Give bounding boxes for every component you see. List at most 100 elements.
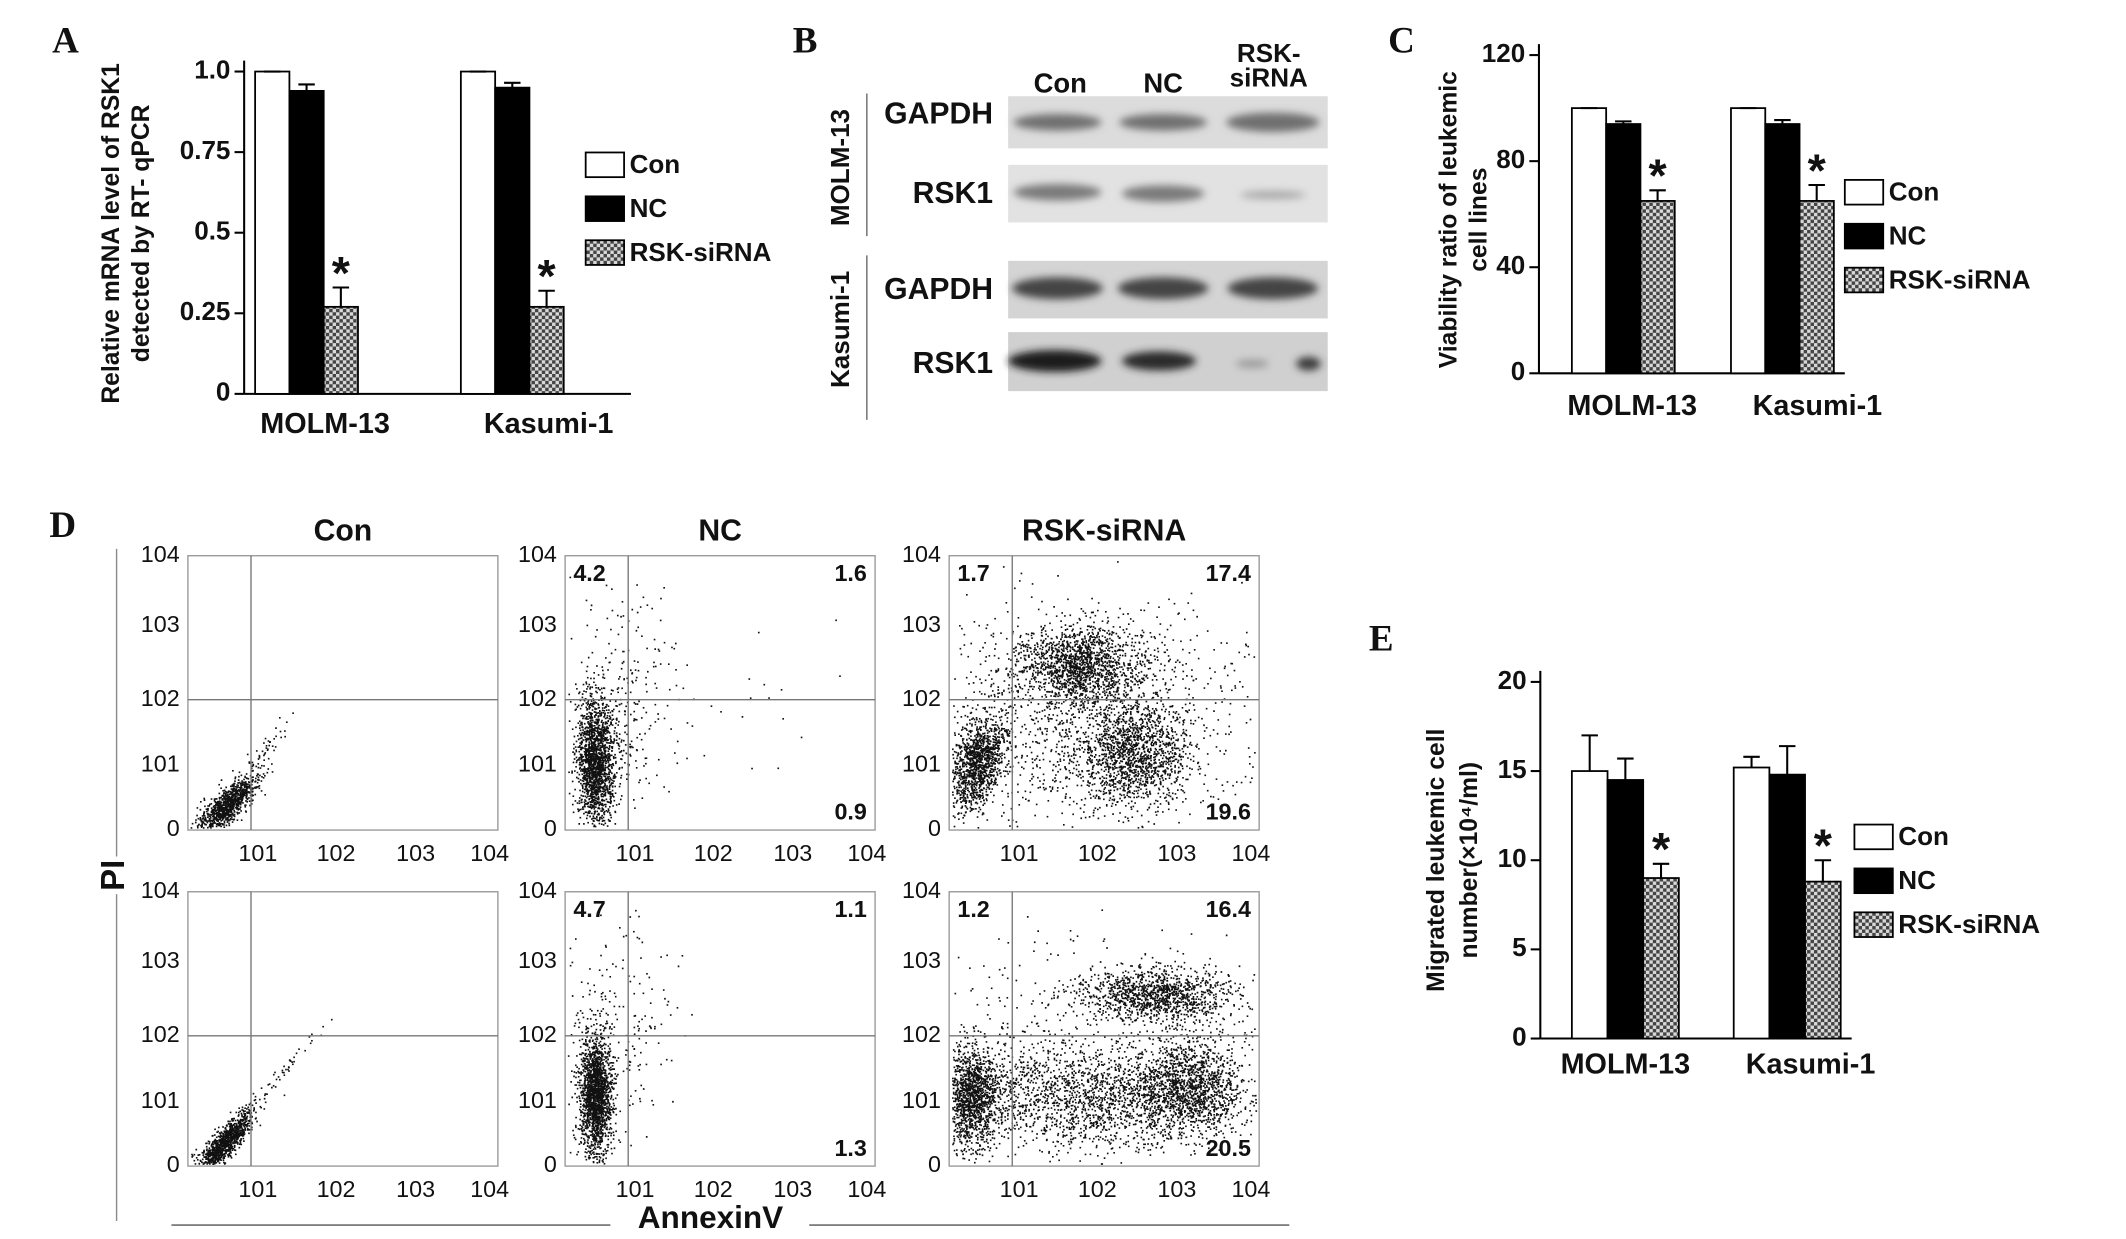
bar bbox=[459, 70, 497, 395]
legend-label: Con bbox=[630, 149, 681, 179]
y-tick-label: 0.25 bbox=[180, 296, 231, 326]
cell-line-label: MOLM-13 bbox=[825, 109, 855, 226]
error-bar bbox=[1814, 859, 1832, 882]
protein-label: GAPDH bbox=[884, 273, 993, 306]
x-tick-label: 101 bbox=[238, 1176, 277, 1202]
bar bbox=[1639, 200, 1676, 375]
lane-label: siRNA bbox=[1230, 63, 1308, 93]
protein-label: RSK1 bbox=[913, 177, 993, 210]
lane-label: Con bbox=[1034, 68, 1087, 99]
y-tick-label: 103 bbox=[902, 611, 941, 637]
plot-frame bbox=[187, 891, 499, 1167]
x-tick-label: Kasumi-1 bbox=[1746, 1049, 1876, 1081]
significance-mark: * bbox=[538, 250, 557, 302]
significance-mark: * bbox=[1649, 150, 1668, 202]
x-tick-label: 101 bbox=[616, 1176, 655, 1202]
y-tick-label: 0 bbox=[544, 1151, 557, 1177]
legend-swatch bbox=[1843, 266, 1885, 294]
x-tick-label: 104 bbox=[1231, 840, 1270, 866]
quadrant-percent: 0.9 bbox=[834, 799, 866, 825]
legend-label: NC bbox=[1898, 865, 1936, 895]
x-tick-label: 103 bbox=[773, 1176, 812, 1202]
x-tick-label: 101 bbox=[238, 840, 277, 866]
y-tick-label: 15 bbox=[1498, 754, 1527, 784]
error-bar bbox=[1649, 189, 1666, 201]
y-tick-label: 103 bbox=[141, 611, 180, 637]
y-axis-label: detected by RT- qPCR bbox=[128, 104, 155, 362]
legend-label: RSK-siRNA bbox=[1898, 909, 2040, 939]
y-tick-label: 0 bbox=[928, 1151, 941, 1177]
x-axis-label: AnnexinV bbox=[638, 1199, 783, 1235]
error-bar bbox=[1743, 755, 1760, 768]
y-axis-label: Viability ratio of leukemic bbox=[1435, 71, 1462, 368]
x-tick-label: 102 bbox=[694, 1176, 733, 1202]
scatter-plot: 0 101 102 103 104 101 102 103 104 bbox=[141, 541, 509, 866]
x-tick-label: 103 bbox=[773, 840, 812, 866]
y-tick-label: 5 bbox=[1512, 932, 1527, 962]
y-tick-label: 104 bbox=[141, 877, 180, 903]
quadrant-percent: 17.4 bbox=[1206, 560, 1251, 586]
western-blot: Con NC RSK- siRNA MOLM-13 Kasumi-1 GAPDH… bbox=[825, 38, 1328, 420]
x-tick-label: 102 bbox=[1078, 1176, 1117, 1202]
error-bar bbox=[1615, 120, 1632, 125]
significance-mark: * bbox=[1652, 823, 1671, 875]
y-tick-label: 120 bbox=[1482, 38, 1525, 68]
y-tick-label: 103 bbox=[518, 947, 557, 973]
error-bar bbox=[1652, 862, 1670, 879]
plot-title: Con bbox=[314, 514, 373, 547]
y-tick-label: 0.75 bbox=[180, 135, 231, 165]
y-tick-label: 10 bbox=[1498, 843, 1527, 873]
legend-label: Con bbox=[1898, 821, 1949, 851]
y-axis-label: cell lines bbox=[1465, 168, 1492, 272]
quadrant-percent: 1.3 bbox=[834, 1135, 866, 1161]
bar-chart: 0 0.25 0.5 0.75 1.0 Relative mRNA level of RS… bbox=[98, 54, 772, 440]
x-tick-label: 104 bbox=[470, 840, 509, 866]
cell-line-label: Kasumi-1 bbox=[825, 271, 855, 388]
significance-mark: * bbox=[1808, 144, 1827, 196]
x-tick-label: MOLM-13 bbox=[260, 408, 390, 440]
events bbox=[567, 909, 693, 1165]
x-tick-label: Kasumi-1 bbox=[484, 408, 614, 440]
error-bar bbox=[298, 83, 315, 91]
events bbox=[952, 909, 1258, 1165]
y-tick-label: 101 bbox=[141, 1087, 180, 1113]
plot-title: NC bbox=[698, 514, 742, 547]
y-tick-label: 40 bbox=[1496, 250, 1525, 280]
y-axis-label: PI bbox=[94, 860, 131, 891]
y-tick-label: 101 bbox=[518, 751, 557, 777]
bar bbox=[1642, 877, 1680, 1040]
quadrant-percent: 1.6 bbox=[834, 560, 866, 586]
bar bbox=[1570, 770, 1609, 1040]
y-tick-label: 104 bbox=[902, 541, 941, 567]
quadrant-percent: 1.2 bbox=[957, 896, 989, 922]
panel-label: D bbox=[49, 505, 76, 546]
y-tick-label: 102 bbox=[141, 685, 180, 711]
error-bar bbox=[1778, 745, 1796, 775]
scatter-plot: 0 101 102 103 104 101 102 103 104 4.7 1.1 1.3 bbox=[518, 877, 886, 1202]
y-tick-label: 1.0 bbox=[194, 54, 230, 84]
legend-swatch bbox=[1853, 867, 1894, 895]
x-tick-label: 104 bbox=[470, 1176, 509, 1202]
plot-frame bbox=[564, 891, 876, 1167]
panel-label: B bbox=[793, 21, 818, 62]
error-bar bbox=[538, 289, 555, 307]
error-bar bbox=[504, 81, 521, 88]
legend-swatch bbox=[1853, 911, 1894, 938]
y-tick-label: 0 bbox=[167, 815, 180, 841]
protein-label: GAPDH bbox=[884, 97, 993, 130]
significance-mark: * bbox=[1814, 820, 1833, 872]
y-tick-label: 0 bbox=[1512, 1021, 1527, 1051]
y-tick-label: 103 bbox=[902, 947, 941, 973]
bar bbox=[494, 86, 531, 395]
quadrant-percent: 20.5 bbox=[1206, 1135, 1251, 1161]
plot-title: RSK-siRNA bbox=[1022, 514, 1186, 547]
x-tick-label: 101 bbox=[616, 840, 655, 866]
bar bbox=[1768, 773, 1806, 1040]
panel-label: A bbox=[52, 21, 79, 62]
legend-swatch bbox=[1843, 222, 1885, 250]
quadrant-percent: 19.6 bbox=[1206, 799, 1251, 825]
y-tick-label: 101 bbox=[141, 751, 180, 777]
legend-swatch bbox=[1843, 179, 1885, 206]
